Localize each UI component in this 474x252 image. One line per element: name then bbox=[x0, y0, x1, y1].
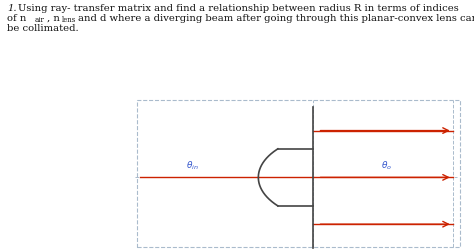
Text: Using ray- transfer matrix and find a relationship between radius R in terms of : Using ray- transfer matrix and find a re… bbox=[18, 4, 459, 13]
Text: of n: of n bbox=[7, 14, 27, 23]
Text: $\theta_o$: $\theta_o$ bbox=[381, 159, 392, 171]
Text: $\theta_{in}$: $\theta_{in}$ bbox=[185, 159, 199, 171]
Text: be collimated.: be collimated. bbox=[7, 24, 79, 33]
Text: lens: lens bbox=[62, 16, 76, 24]
Text: air: air bbox=[34, 16, 44, 24]
Text: , n: , n bbox=[47, 14, 60, 23]
Text: and d where a diverging beam after going through this planar-convex lens can: and d where a diverging beam after going… bbox=[78, 14, 474, 23]
Text: 1.: 1. bbox=[7, 4, 17, 13]
